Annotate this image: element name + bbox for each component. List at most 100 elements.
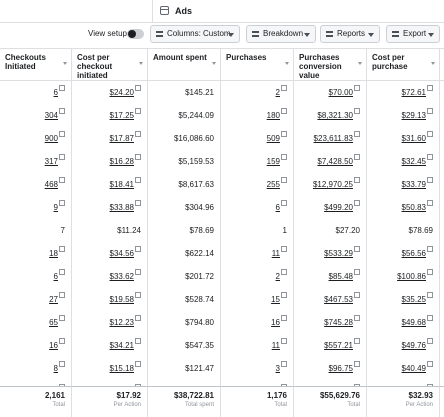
cell-link[interactable]: $49.76 bbox=[401, 341, 426, 350]
view-setup-toggle[interactable] bbox=[127, 29, 144, 39]
cell-link[interactable]: 9 bbox=[53, 203, 58, 212]
cell-link[interactable]: $49.68 bbox=[401, 318, 426, 327]
cell-link[interactable]: $34.21 bbox=[109, 341, 134, 350]
cell-link[interactable]: $33.88 bbox=[109, 203, 134, 212]
cell-link[interactable]: 468 bbox=[44, 180, 58, 189]
info-icon bbox=[135, 292, 141, 298]
info-icon bbox=[427, 292, 433, 298]
total-value: $32.93 bbox=[408, 391, 433, 400]
cell-link[interactable]: 159 bbox=[266, 157, 280, 166]
info-icon bbox=[354, 177, 360, 183]
cell-link[interactable]: $745.28 bbox=[324, 318, 353, 327]
export-button[interactable]: Export bbox=[386, 25, 440, 43]
cell-link[interactable]: $72.61 bbox=[401, 88, 426, 97]
total-cell: $38,722.81 Total spent bbox=[148, 386, 221, 417]
table-cell: $16.28 bbox=[72, 150, 148, 173]
table-cell: $499.20 bbox=[294, 196, 367, 219]
cell-link[interactable]: 2 bbox=[275, 272, 280, 281]
cell-link[interactable]: $34.56 bbox=[109, 249, 134, 258]
cell-link[interactable]: $499.20 bbox=[324, 203, 353, 212]
cell-link[interactable]: 317 bbox=[44, 157, 58, 166]
info-icon bbox=[135, 131, 141, 137]
cell-link[interactable]: $16.28 bbox=[109, 157, 134, 166]
cell-link[interactable]: $40.49 bbox=[401, 364, 426, 373]
cell-link[interactable]: $24.20 bbox=[109, 88, 134, 97]
table-cell: 509 bbox=[221, 127, 294, 150]
columns-button[interactable]: Columns: Custom bbox=[150, 25, 240, 43]
cell-link[interactable]: 16 bbox=[271, 318, 280, 327]
column-header[interactable]: Checkouts Initiated bbox=[0, 49, 72, 81]
cell-link[interactable]: 255 bbox=[266, 180, 280, 189]
info-icon bbox=[427, 246, 433, 252]
cell-link[interactable]: $7,428.50 bbox=[317, 157, 353, 166]
cell-link[interactable]: $50.83 bbox=[401, 203, 426, 212]
top-bar: Ads bbox=[0, 0, 444, 23]
total-value: 1,176 bbox=[266, 391, 287, 400]
cell-link[interactable]: 509 bbox=[266, 134, 280, 143]
cell-link[interactable]: 11 bbox=[271, 249, 280, 258]
total-value: 2,161 bbox=[44, 391, 65, 400]
cell-link[interactable]: $96.75 bbox=[328, 364, 353, 373]
cell-link[interactable]: $29.13 bbox=[401, 111, 426, 120]
cell-link[interactable]: $467.53 bbox=[324, 295, 353, 304]
table-cell: $533.29 bbox=[294, 242, 367, 265]
cell-link[interactable]: $17.87 bbox=[109, 134, 134, 143]
cell-link[interactable]: $33.62 bbox=[109, 272, 134, 281]
info-icon bbox=[354, 246, 360, 252]
cell-link[interactable]: 6 bbox=[275, 203, 280, 212]
cell-link[interactable]: 180 bbox=[266, 111, 280, 120]
cell-link[interactable]: 65 bbox=[49, 318, 58, 327]
cell-link[interactable]: 11 bbox=[271, 341, 280, 350]
table-cell: $5,244.09 bbox=[148, 104, 221, 127]
breakdown-button[interactable]: Breakdown bbox=[246, 25, 316, 43]
table-cell: $121.47 bbox=[148, 357, 221, 380]
cell-link[interactable]: $56.56 bbox=[401, 249, 426, 258]
cell-link[interactable]: $17.25 bbox=[109, 111, 134, 120]
cell-link[interactable]: $85.48 bbox=[328, 272, 353, 281]
column-header[interactable]: Cost per purchase bbox=[367, 49, 440, 81]
cell-link[interactable]: 8 bbox=[53, 364, 58, 373]
cell-link[interactable]: 900 bbox=[44, 134, 58, 143]
cell-link[interactable]: $33.79 bbox=[401, 180, 426, 189]
cell-link[interactable]: 16 bbox=[49, 341, 58, 350]
cell-link[interactable]: 18 bbox=[49, 249, 58, 258]
reports-button[interactable]: Reports bbox=[320, 25, 380, 43]
cell-link[interactable]: $12.23 bbox=[109, 318, 134, 327]
cell-link[interactable]: 304 bbox=[44, 111, 58, 120]
cell-value: $794.80 bbox=[185, 318, 214, 327]
tab-icon bbox=[160, 6, 169, 15]
table-cell: $547.35 bbox=[148, 334, 221, 357]
cell-link[interactable]: $18.41 bbox=[109, 180, 134, 189]
cell-link[interactable]: 27 bbox=[49, 295, 58, 304]
cell-link[interactable]: 6 bbox=[53, 88, 58, 97]
column-header[interactable]: Purchases conversion value bbox=[294, 49, 367, 81]
cell-link[interactable]: $15.18 bbox=[109, 364, 134, 373]
table-cell: $32.45 bbox=[367, 150, 440, 173]
cell-link[interactable]: $31.60 bbox=[401, 134, 426, 143]
cell-link[interactable]: $35.25 bbox=[401, 295, 426, 304]
column-header[interactable]: Cost per checkout initiated bbox=[72, 49, 148, 81]
table-cell: 6 bbox=[221, 196, 294, 219]
cell-link[interactable]: 2 bbox=[275, 88, 280, 97]
cell-link[interactable]: $12,970.25 bbox=[312, 180, 353, 189]
column-header[interactable]: Purchases bbox=[221, 49, 294, 81]
cell-link[interactable]: $23,611.83 bbox=[313, 134, 353, 143]
cell-link[interactable]: $533.29 bbox=[324, 249, 353, 258]
cell-link[interactable]: $8,321.30 bbox=[317, 111, 353, 120]
total-cell-partial bbox=[440, 386, 444, 417]
cell-link[interactable]: $557.21 bbox=[324, 341, 353, 350]
cell-link[interactable]: $19.58 bbox=[109, 295, 134, 304]
column-header[interactable]: Amount spent bbox=[148, 49, 221, 81]
cell-link[interactable]: $32.45 bbox=[401, 157, 426, 166]
table-cell: $72.61 bbox=[367, 81, 440, 104]
tab-label: Ads bbox=[175, 6, 193, 16]
cell-link[interactable]: 3 bbox=[275, 364, 280, 373]
cell-link[interactable]: $100.86 bbox=[397, 272, 426, 281]
ads-tab[interactable]: Ads bbox=[152, 0, 444, 22]
cell-link[interactable]: 15 bbox=[271, 295, 280, 304]
cell-link[interactable]: $70.00 bbox=[328, 88, 353, 97]
info-icon bbox=[427, 315, 433, 321]
cell-link[interactable]: 6 bbox=[53, 272, 58, 281]
table-cell: 180 bbox=[221, 104, 294, 127]
